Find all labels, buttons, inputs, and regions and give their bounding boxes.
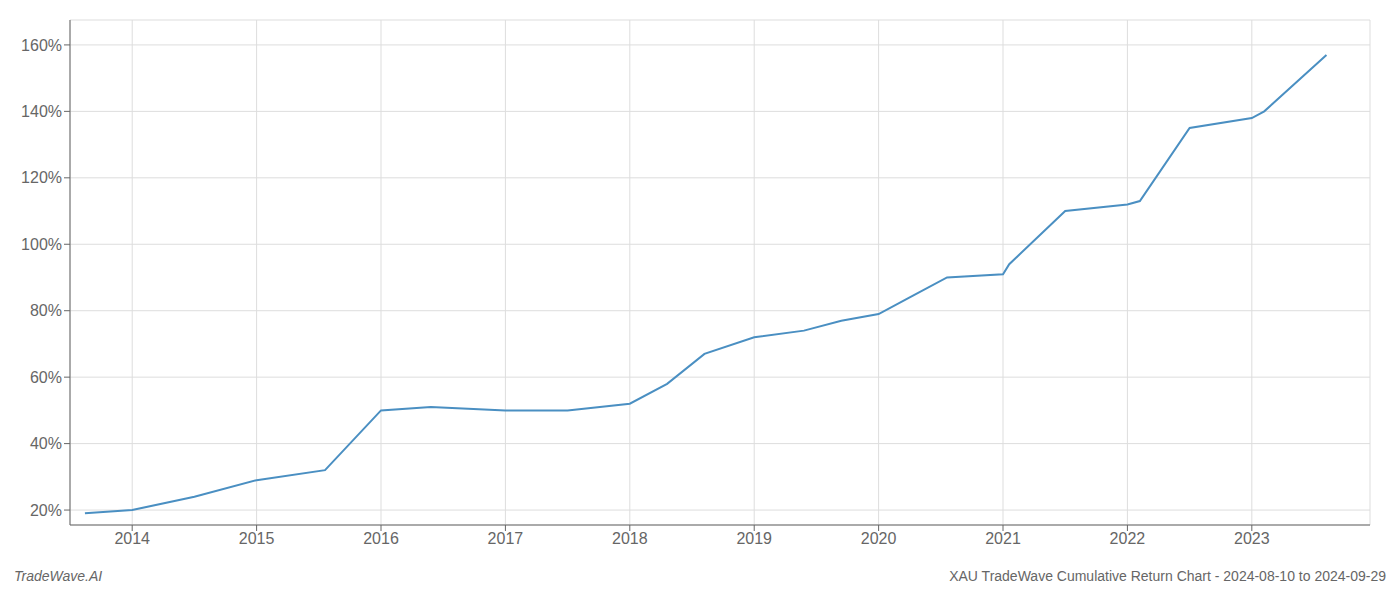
svg-text:2015: 2015 <box>239 530 275 547</box>
svg-text:2018: 2018 <box>612 530 648 547</box>
svg-text:80%: 80% <box>30 302 62 319</box>
svg-text:40%: 40% <box>30 435 62 452</box>
svg-text:2022: 2022 <box>1110 530 1146 547</box>
svg-text:60%: 60% <box>30 369 62 386</box>
html-text:XAU TradeWave Cumulative Retur: XAU TradeWave Cumulative Return Chart - … <box>949 568 1386 584</box>
svg-text:2014: 2014 <box>114 530 150 547</box>
svg-text:100%: 100% <box>21 236 62 253</box>
svg-text:2019: 2019 <box>736 530 772 547</box>
svg-text:2020: 2020 <box>861 530 897 547</box>
html-text:TradeWave.AI: TradeWave.AI <box>14 568 103 584</box>
svg-text:2016: 2016 <box>363 530 399 547</box>
svg-text:2021: 2021 <box>985 530 1021 547</box>
svg-text:2023: 2023 <box>1234 530 1270 547</box>
svg-text:140%: 140% <box>21 103 62 120</box>
svg-text:20%: 20% <box>30 502 62 519</box>
svg-text:160%: 160% <box>21 37 62 54</box>
svg-text:120%: 120% <box>21 169 62 186</box>
svg-text:2017: 2017 <box>488 530 524 547</box>
